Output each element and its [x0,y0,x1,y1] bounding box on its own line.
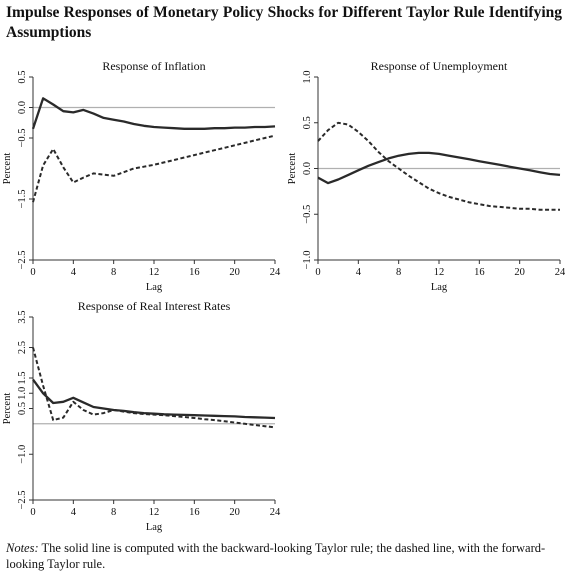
x-tick-label: 16 [189,267,200,278]
solid-series-line [31,97,276,130]
y-tick-label: 0.5 [17,70,28,83]
dashed-series-line [317,121,560,211]
chart-real-interest-rates: Response of Real Interest Rates 0 4 8 12 16 20… [2,299,281,533]
chart-inflation: Response of Inflation 0 4 8 12 16 20 24 −2.5 −1.5… [2,59,281,293]
x-tick-label: 16 [189,507,200,518]
solid-series-line [32,378,276,420]
x-tick-label: 20 [514,267,525,278]
y-axis-label: Percent [287,153,298,185]
y-tick-label: −2.5 [17,250,28,269]
y-tick-label: 0.5 [17,402,28,415]
x-tick-label: 24 [270,267,281,278]
notes-text: The solid line is computed with the back… [6,541,546,571]
x-tick-label: 24 [270,507,281,518]
y-tick-label: −1.0 [17,445,28,464]
x-tick-label: 8 [111,507,116,518]
x-tick-label: 0 [30,267,35,278]
x-axis-label: Lag [146,282,163,293]
y-tick-label: 1.5 [17,371,28,384]
x-axis-label: Lag [431,282,448,293]
y-tick-label: 2.5 [17,341,28,354]
solid-series-line [317,151,561,185]
chart-unemployment: Response of Unemployment 0 4 8 12 16 20 24 −1.0 −… [287,59,565,293]
x-axis-label: Lag [146,522,163,533]
y-tick-label: 1.0 [17,387,28,400]
y-tick-label: 1.0 [302,70,313,83]
y-tick-label: −1.5 [17,189,28,208]
x-tick-label: 20 [229,267,240,278]
y-tick-label: −0.5 [17,128,28,147]
panel-title: Response of Real Interest Rates [78,299,231,313]
y-tick-label: −1.0 [302,250,313,269]
x-tick-label: 12 [434,267,445,278]
x-tick-label: 4 [71,507,77,518]
y-tick-label: −0.5 [302,205,313,224]
x-tick-label: 4 [71,267,77,278]
panel-title: Response of Inflation [102,59,205,73]
x-tick-label: 20 [229,507,240,518]
figure-notes: Notes: The solid line is computed with t… [6,540,558,572]
x-tick-label: 24 [555,267,565,278]
y-axis-label: Percent [2,153,13,185]
y-tick-label: 3.5 [17,310,28,323]
x-tick-label: 12 [149,507,160,518]
x-tick-label: 0 [30,507,35,518]
x-tick-label: 8 [111,267,116,278]
figure-title: Impulse Responses of Monetary Policy Sho… [6,4,562,41]
x-tick-label: 16 [474,267,485,278]
dashed-series-line [32,347,276,429]
y-tick-label: 0.0 [17,101,28,114]
y-tick-label: 0.0 [302,162,313,175]
panel-title: Response of Unemployment [371,59,508,73]
y-tick-label: 0.5 [302,116,313,129]
x-tick-label: 4 [356,267,362,278]
y-axis-label: Percent [2,393,13,425]
notes-label: Notes: [6,541,39,555]
x-tick-label: 12 [149,267,160,278]
x-tick-label: 0 [315,267,320,278]
y-tick-label: −2.5 [17,490,28,509]
dashed-series-line [32,134,276,203]
x-tick-label: 8 [396,267,401,278]
